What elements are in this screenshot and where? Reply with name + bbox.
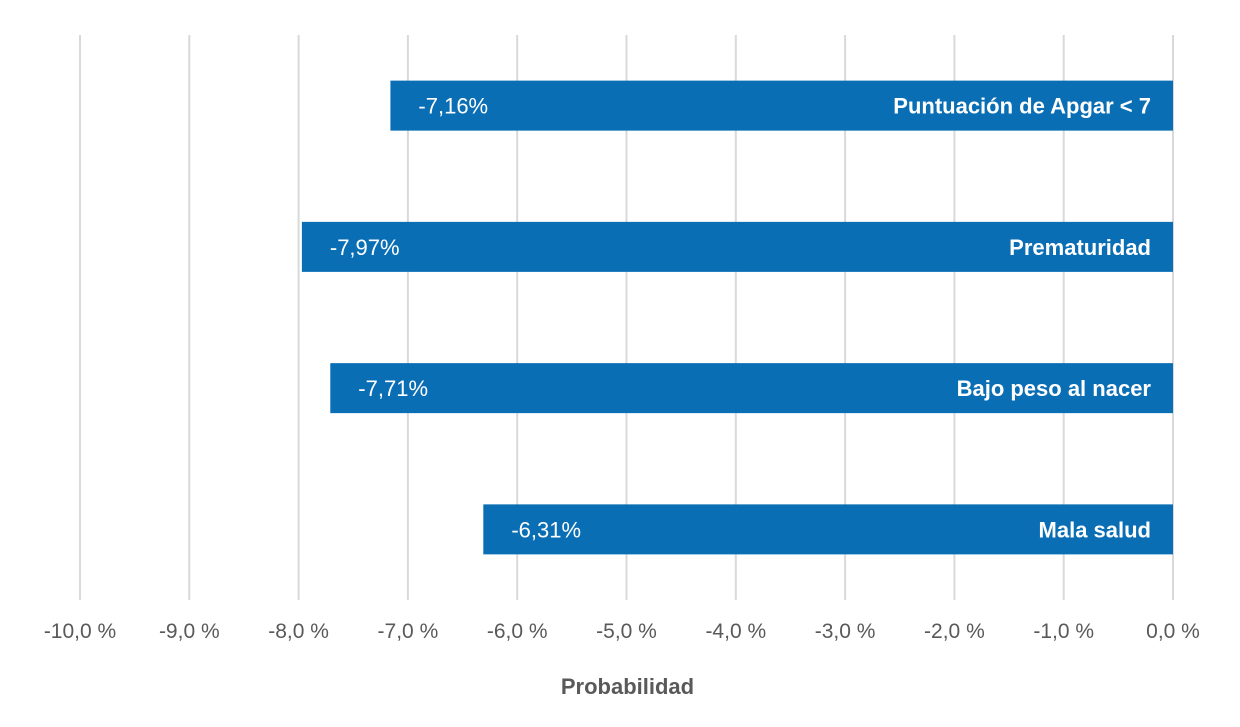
x-tick-label: -8,0 % — [268, 620, 329, 643]
data-label: -7,97% — [330, 235, 400, 260]
x-tick-label: -4,0 % — [705, 620, 766, 643]
x-tick-label: -1,0 % — [1033, 620, 1094, 643]
bar — [390, 80, 1173, 131]
x-tick-label: 0,0 % — [1146, 620, 1200, 643]
x-tick-label: -10,0 % — [44, 620, 116, 643]
x-tick-label: -7,0 % — [378, 620, 439, 643]
x-axis-title: Probabilidad — [561, 674, 694, 699]
category-label: Mala salud — [1039, 517, 1151, 542]
category-label: Bajo peso al nacer — [957, 376, 1152, 401]
category-label: Prematuridad — [1009, 235, 1151, 260]
x-tick-label: -6,0 % — [487, 620, 548, 643]
data-label: -7,71% — [358, 376, 428, 401]
x-tick-label: -5,0 % — [596, 620, 657, 643]
data-label: -7,16% — [418, 94, 488, 119]
x-tick-label: -9,0 % — [159, 620, 220, 643]
x-tick-label: -2,0 % — [924, 620, 985, 643]
category-label: Puntuación de Apgar < 7 — [893, 94, 1151, 119]
x-tick-label: -3,0 % — [815, 620, 876, 643]
data-label: -6,31% — [511, 517, 581, 542]
bar — [330, 363, 1173, 414]
bar — [483, 504, 1173, 555]
bar — [301, 221, 1173, 272]
